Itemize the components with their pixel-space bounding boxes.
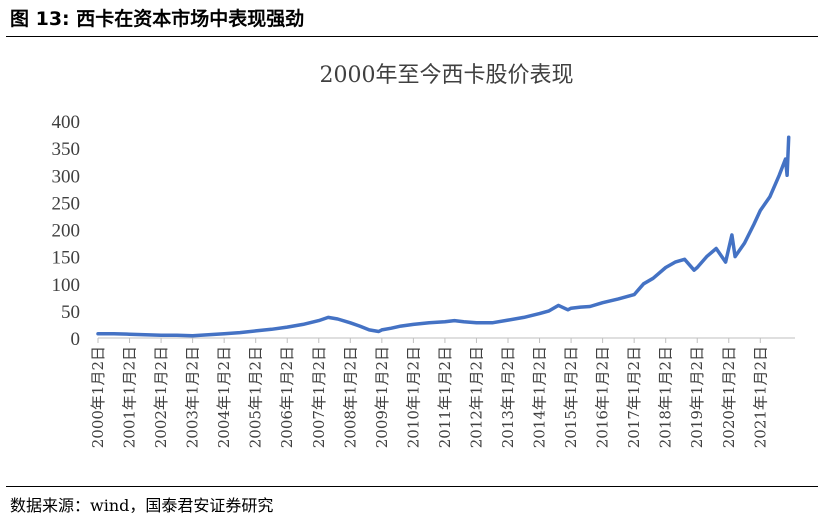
- chart-title: 2000年至今西卡股价表现: [320, 63, 574, 88]
- y-tick-label: 50: [61, 302, 80, 323]
- top-rule: [6, 36, 818, 37]
- y-tick-label: 300: [52, 166, 81, 187]
- stock-price-line-chart: 2000年至今西卡股价表现 0 50 100 150 200 250 300 350 400 200…: [52, 63, 795, 448]
- x-tick-label: 2007年1月2日: [310, 346, 328, 448]
- x-tick-label: 2016年1月2日: [594, 346, 612, 448]
- x-tick-label: 2002年1月2日: [152, 346, 170, 448]
- y-tick-label: 250: [52, 193, 81, 214]
- y-tick-label: 400: [52, 112, 81, 133]
- figure-caption: 图 13: 西卡在资本市场中表现强劲: [10, 8, 305, 30]
- bottom-rule: [6, 486, 818, 487]
- x-tick-label: 2021年1月2日: [751, 346, 769, 448]
- x-tick-label: 2001年1月2日: [121, 346, 139, 448]
- x-tick-label: 2011年1月2日: [436, 346, 454, 448]
- y-tick-label: 100: [52, 275, 81, 296]
- x-tick-label: 2008年1月2日: [341, 346, 359, 448]
- x-tick-label: 2017年1月2日: [625, 346, 643, 448]
- x-tick-label: 2009年1月2日: [373, 346, 391, 448]
- x-tick-label: 2005年1月2日: [247, 346, 265, 448]
- source-note: 数据来源：wind，国泰君安证券研究: [10, 496, 274, 515]
- x-tick-label: 2013年1月2日: [499, 346, 517, 448]
- x-tick-label: 2019年1月2日: [688, 346, 706, 448]
- y-tick-label: 350: [52, 139, 81, 160]
- x-tick-label: 2014年1月2日: [531, 346, 549, 448]
- x-tick-label: 2012年1月2日: [467, 346, 485, 448]
- x-tick-label: 2020年1月2日: [720, 346, 738, 448]
- x-tick-label: 2015年1月2日: [562, 346, 580, 448]
- x-tick-label: 2000年1月2日: [89, 346, 107, 448]
- y-tick-label: 200: [52, 221, 81, 242]
- x-tick-label: 2003年1月2日: [184, 346, 202, 448]
- y-tick-label: 150: [52, 248, 81, 269]
- x-tick-label: 2018年1月2日: [657, 346, 675, 448]
- x-tick-label: 2006年1月2日: [278, 346, 296, 448]
- y-tick-label: 0: [71, 329, 81, 350]
- x-tick-label: 2010年1月2日: [404, 346, 422, 448]
- price-series-line: [96, 135, 791, 338]
- x-tick-label: 2004年1月2日: [215, 346, 233, 448]
